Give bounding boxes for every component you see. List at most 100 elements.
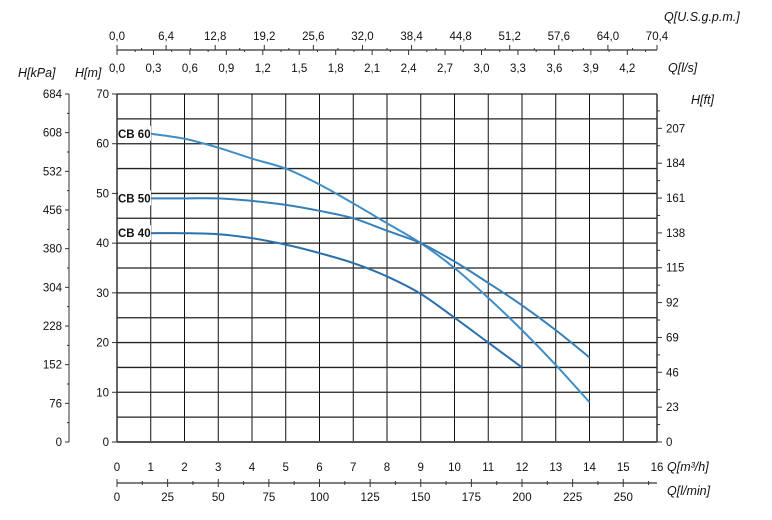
- series-label: CB 50: [118, 193, 151, 205]
- y-tick-label-ft: 92: [666, 298, 679, 310]
- y-tick-label-ft: 23: [666, 402, 679, 414]
- y-tick-label-ft: 161: [666, 193, 685, 205]
- y-tick-label-m: 0: [103, 437, 109, 449]
- x-tick-label-lmin: 0: [114, 492, 120, 504]
- y-tick-label-kpa: 76: [49, 398, 62, 410]
- x-tick-label-m3h: 8: [384, 462, 390, 474]
- x-axis-title-lmin: Q[l/min]: [667, 484, 711, 498]
- axes: 0102030405060700761522283043804565326086…: [43, 31, 686, 504]
- curves: CB 60 CB 50 CB 40: [118, 125, 591, 403]
- y-tick-label-ft: 138: [666, 228, 685, 240]
- x-tick-label-lmin: 100: [310, 492, 329, 504]
- x-tick-label-m3h: 15: [617, 462, 630, 474]
- x-tick-label-ls: 2,7: [437, 63, 453, 75]
- y-tick-label-kpa: 304: [43, 282, 63, 294]
- x-tick-label-gpm: 51,2: [499, 31, 521, 43]
- y-tick-label-m: 50: [96, 188, 109, 200]
- x-tick-label-gpm: 70,4: [646, 31, 669, 43]
- x-tick-label-m3h: 12: [516, 462, 529, 474]
- y-tick-label-kpa: 532: [43, 166, 62, 178]
- y-tick-label-kpa: 0: [56, 437, 62, 449]
- y-tick-label-kpa: 684: [43, 89, 63, 101]
- x-tick-label-lmin: 225: [563, 492, 582, 504]
- y-tick-label-kpa: 228: [43, 321, 62, 333]
- series-label-bg: [118, 125, 151, 141]
- x-tick-label-lmin: 250: [614, 492, 633, 504]
- series-label-bg: [118, 190, 151, 206]
- x-tick-label-gpm: 57,6: [548, 31, 570, 43]
- x-tick-label-ls: 1,2: [255, 63, 271, 75]
- y-tick-label-kpa: 608: [43, 128, 62, 140]
- y-axis-title-kpa: H[kPa]: [18, 66, 56, 80]
- y-tick-label-kpa: 152: [43, 360, 62, 372]
- x-tick-label-ls: 3,3: [510, 63, 526, 75]
- y-tick-label-ft: 46: [666, 367, 679, 379]
- x-tick-label-m3h: 9: [418, 462, 424, 474]
- x-tick-label-ls: 0,3: [145, 63, 161, 75]
- x-tick-label-gpm: 38,4: [400, 31, 423, 43]
- y-axis-title-ft: H[ft]: [691, 93, 714, 107]
- x-tick-label-m3h: 2: [181, 462, 187, 474]
- x-tick-label-gpm: 12,8: [204, 31, 226, 43]
- y-axis-title-m: H[m]: [75, 66, 102, 80]
- x-tick-label-ls: 4,2: [619, 63, 635, 75]
- series-label: CB 40: [118, 228, 151, 240]
- y-tick-label-kpa: 380: [43, 244, 62, 256]
- y-tick-label-ft: 207: [666, 123, 685, 135]
- x-tick-label-m3h: 6: [316, 462, 322, 474]
- x-tick-label-gpm: 32,0: [351, 31, 373, 43]
- x-tick-label-lmin: 175: [462, 492, 481, 504]
- grid: [116, 93, 658, 443]
- curve-cb-50: [150, 197, 591, 359]
- x-tick-label-ls: 1,5: [291, 63, 307, 75]
- x-tick-label-lmin: 125: [361, 492, 380, 504]
- y-tick-label-ft: 69: [666, 332, 679, 344]
- x-tick-label-m3h: 1: [148, 462, 154, 474]
- series-label: CB 60: [118, 129, 151, 141]
- x-tick-label-m3h: 14: [583, 462, 596, 474]
- x-tick-label-gpm: 64,0: [597, 31, 619, 43]
- x-tick-label-lmin: 75: [262, 492, 275, 504]
- x-tick-label-ls: 2,1: [364, 63, 380, 75]
- y-tick-label-ft: 115: [666, 263, 684, 275]
- x-tick-label-m3h: 0: [114, 462, 120, 474]
- y-tick-label-kpa: 456: [43, 205, 62, 217]
- x-tick-label-m3h: 16: [651, 462, 664, 474]
- x-axis-title-gpm: Q[U.S.g.p.m.]: [664, 10, 740, 24]
- x-tick-label-m3h: 5: [283, 462, 289, 474]
- x-axis-title-ls: Q[l/s]: [668, 61, 698, 75]
- x-tick-label-ls: 0,6: [182, 63, 198, 75]
- x-tick-label-m3h: 11: [482, 462, 494, 474]
- x-tick-label-lmin: 150: [411, 492, 430, 504]
- y-tick-label-m: 40: [96, 238, 109, 250]
- y-tick-label-m: 70: [96, 89, 109, 101]
- x-tick-label-m3h: 4: [249, 462, 256, 474]
- x-tick-label-lmin: 50: [212, 492, 225, 504]
- x-tick-label-gpm: 19,2: [253, 31, 275, 43]
- y-tick-label-ft: 184: [666, 158, 686, 170]
- x-tick-label-lmin: 25: [161, 492, 174, 504]
- y-tick-label-m: 60: [96, 139, 109, 151]
- y-tick-label-m: 10: [96, 387, 109, 399]
- x-tick-label-ls: 2,4: [401, 63, 418, 75]
- x-tick-label-gpm: 0,0: [109, 31, 125, 43]
- x-tick-label-m3h: 7: [350, 462, 356, 474]
- curve-cb-40: [150, 232, 523, 369]
- x-tick-label-m3h: 10: [448, 462, 461, 474]
- y-tick-label-ft: 0: [666, 437, 672, 449]
- curve-cb-60: [150, 132, 591, 403]
- series-label-bg: [118, 225, 151, 241]
- x-axis-title-m3h: Q[m³/h]: [667, 460, 709, 474]
- y-tick-label-m: 20: [96, 338, 109, 350]
- x-tick-label-m3h: 3: [215, 462, 221, 474]
- x-tick-label-gpm: 25,6: [302, 31, 324, 43]
- y-tick-label-m: 30: [96, 288, 109, 300]
- x-tick-label-ls: 3,6: [546, 63, 562, 75]
- x-tick-label-ls: 3,0: [474, 63, 490, 75]
- x-tick-label-ls: 0,0: [109, 63, 125, 75]
- x-tick-label-gpm: 44,8: [449, 31, 471, 43]
- x-tick-label-lmin: 200: [512, 492, 531, 504]
- x-tick-label-ls: 3,9: [583, 63, 599, 75]
- x-tick-label-m3h: 13: [549, 462, 562, 474]
